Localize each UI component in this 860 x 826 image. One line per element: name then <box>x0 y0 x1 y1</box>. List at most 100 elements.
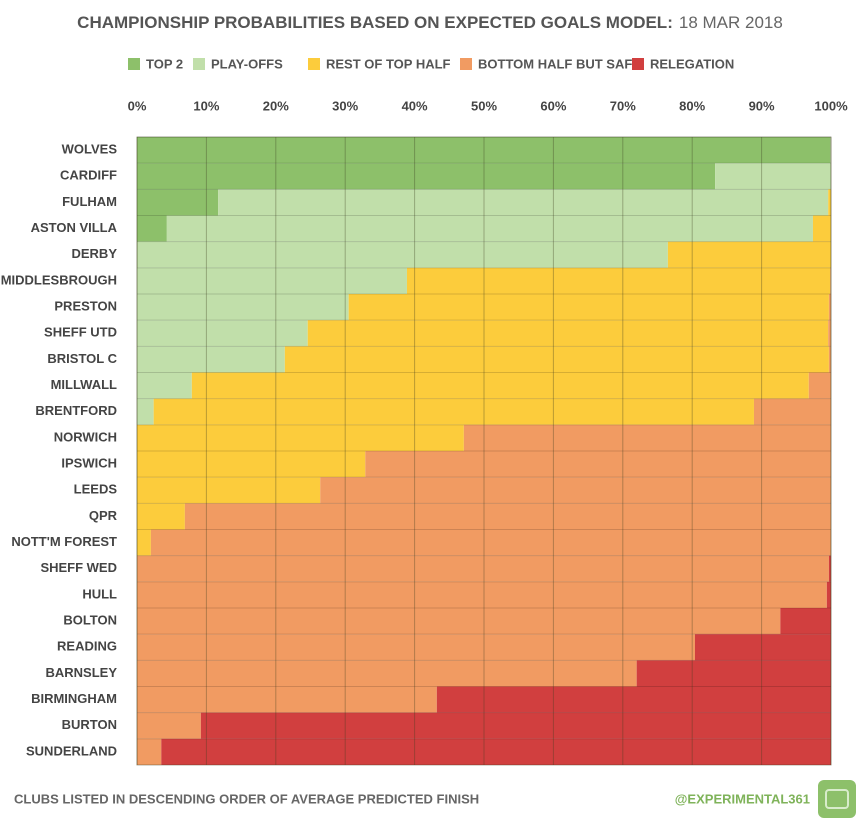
legend-swatch <box>128 58 140 70</box>
y-tick-label: MILLWALL <box>51 377 117 392</box>
y-tick-label: SUNDERLAND <box>26 743 117 758</box>
bar-segment <box>463 424 831 451</box>
x-tick-label: 100% <box>814 98 848 113</box>
y-tick-label: BURTON <box>62 717 117 732</box>
y-tick-label: NORWICH <box>54 429 117 444</box>
y-tick-label: READING <box>57 639 117 654</box>
logo-icon <box>825 789 849 809</box>
bar-segment <box>137 241 668 268</box>
x-tick-label: 40% <box>402 98 428 113</box>
bar-segment <box>284 346 829 373</box>
legend-swatch <box>193 58 205 70</box>
y-tick-label: SHEFF WED <box>40 560 117 575</box>
y-tick-label: BIRMINGHAM <box>31 691 117 706</box>
bar-segment <box>153 398 754 425</box>
y-tick-label: HULL <box>82 586 117 601</box>
bar-segment <box>150 529 831 556</box>
bar-segment <box>137 241 138 268</box>
y-tick-label: BARNSLEY <box>45 665 117 680</box>
y-tick-label: BRISTOL C <box>47 351 117 366</box>
bar-segment <box>636 660 831 687</box>
logo <box>818 780 856 818</box>
bar-segment <box>137 215 167 242</box>
legend-label: TOP 2 <box>146 56 183 71</box>
bar-segment <box>307 320 829 347</box>
bar-segment <box>667 241 831 268</box>
y-tick-label: PRESTON <box>54 299 117 314</box>
legend-swatch <box>460 58 472 70</box>
bar-segment <box>161 738 832 765</box>
bar-segment <box>137 137 831 164</box>
legend-label: RELEGATION <box>650 56 734 71</box>
bar-segment <box>200 712 831 739</box>
y-tick-label: FULHAM <box>62 194 117 209</box>
bar-segment <box>191 372 809 399</box>
legend-label: BOTTOM HALF BUT SAFE <box>478 56 641 71</box>
bar-segment <box>826 581 831 608</box>
bar-segment <box>828 294 831 321</box>
x-tick-label: 90% <box>749 98 775 113</box>
bar-segment <box>830 267 831 294</box>
title: CHAMPIONSHIP PROBABILITIES BASED ON EXPE… <box>77 13 673 32</box>
y-tick-label: LEEDS <box>74 482 118 497</box>
bar-segment <box>137 686 437 713</box>
y-tick-label: NOTT'M FOREST <box>11 534 117 549</box>
footnote: CLUBS LISTED IN DESCENDING ORDER OF AVER… <box>14 791 479 806</box>
y-tick-label: MIDDLESBROUGH <box>1 272 117 287</box>
bar-segment <box>137 294 349 321</box>
bar-segment <box>348 294 829 321</box>
y-tick-label: DERBY <box>71 246 117 261</box>
bar-segment <box>137 320 308 347</box>
bar-segment <box>166 215 813 242</box>
bar-segment <box>137 555 829 582</box>
bar-segment <box>137 608 781 635</box>
y-tick-label: CARDIFF <box>60 168 117 183</box>
y-tick-label: IPSWICH <box>61 456 117 471</box>
bar-segment <box>828 189 831 216</box>
legend-label: REST OF TOP HALF <box>326 56 451 71</box>
bar-segment <box>137 424 464 451</box>
bar-segment <box>753 398 831 425</box>
bar-segment <box>694 634 831 661</box>
legend-swatch <box>308 58 320 70</box>
bar-segment <box>137 346 285 373</box>
bar-segment <box>406 267 831 294</box>
bar-segment <box>137 634 695 661</box>
y-tick-label: QPR <box>89 508 118 523</box>
y-tick-label: BOLTON <box>63 613 117 628</box>
bar-segment <box>137 738 162 765</box>
bar-segment <box>137 660 637 687</box>
x-tick-label: 70% <box>610 98 636 113</box>
bar-segment <box>715 163 831 190</box>
y-tick-label: SHEFF UTD <box>44 325 117 340</box>
bar-segment <box>137 163 716 190</box>
bar-segment <box>436 686 831 713</box>
bar-segment <box>184 503 832 530</box>
bar-segment <box>137 581 827 608</box>
bar-segment <box>137 477 321 504</box>
bar-segment <box>137 451 366 478</box>
plot-frame <box>136 136 832 766</box>
subtitle: 18 MAR 2018 <box>679 13 783 32</box>
x-tick-label: 20% <box>263 98 289 113</box>
credit: @EXPERIMENTAL361 <box>675 791 810 806</box>
bar-segment <box>812 215 831 242</box>
bar-segment <box>828 346 831 373</box>
legend-label: PLAY-OFFS <box>211 56 283 71</box>
bar-segment <box>828 320 831 347</box>
y-tick-label: WOLVES <box>62 142 118 157</box>
bar-segment <box>830 137 831 164</box>
bar-segment <box>137 372 192 399</box>
legend-swatch <box>632 58 644 70</box>
x-tick-label: 50% <box>471 98 497 113</box>
x-tick-label: 0% <box>128 98 147 113</box>
chart-title: CHAMPIONSHIP PROBABILITIES BASED ON EXPE… <box>77 13 783 32</box>
bar-segment <box>218 189 829 216</box>
x-tick-label: 10% <box>193 98 219 113</box>
bar-segment <box>137 398 154 425</box>
y-tick-label: BRENTFORD <box>35 403 117 418</box>
bar-segment <box>320 477 831 504</box>
bar-segment <box>137 267 407 294</box>
x-tick-label: 80% <box>679 98 705 113</box>
